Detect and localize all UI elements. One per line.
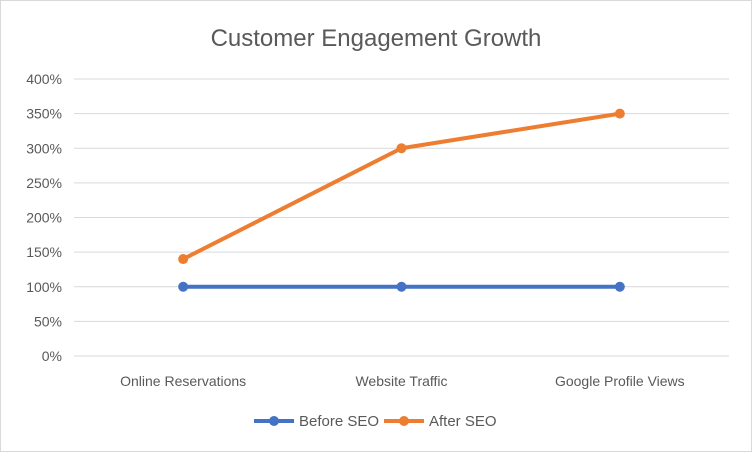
series-line — [181, 111, 622, 262]
y-tick-label: 150% — [26, 244, 62, 260]
x-tick-label: Google Profile Views — [555, 373, 685, 389]
y-tick-label: 200% — [26, 210, 62, 226]
y-tick-label: 300% — [26, 140, 62, 156]
legend-swatch-marker — [399, 416, 409, 426]
legend-swatch-marker — [269, 416, 279, 426]
y-axis-tick-labels: 0% 50% 100% 150% 200% 250% 300% 350% 400% — [26, 71, 62, 364]
data-point — [178, 254, 189, 265]
data-point — [178, 281, 189, 292]
chart-title: Customer Engagement Growth — [211, 25, 542, 52]
legend-label: Before SEO — [299, 413, 379, 430]
y-tick-label: 100% — [26, 279, 62, 295]
y-tick-label: 350% — [26, 106, 62, 122]
data-point — [614, 281, 625, 292]
data-point — [614, 108, 625, 119]
data-point — [396, 143, 407, 154]
data-point — [396, 281, 407, 292]
series-lines — [178, 108, 625, 292]
y-tick-label: 50% — [34, 313, 62, 329]
x-axis-tick-labels: Online Reservations Website Traffic Google… — [120, 373, 685, 389]
legend: Before SEO After SEO — [254, 413, 497, 430]
y-tick-label: 250% — [26, 175, 62, 191]
legend-label: After SEO — [429, 413, 497, 430]
x-tick-label: Website Traffic — [355, 373, 447, 389]
y-tick-label: 0% — [42, 348, 62, 364]
gridlines — [74, 78, 729, 357]
x-tick-label: Online Reservations — [120, 373, 246, 389]
y-tick-label: 400% — [26, 71, 62, 87]
